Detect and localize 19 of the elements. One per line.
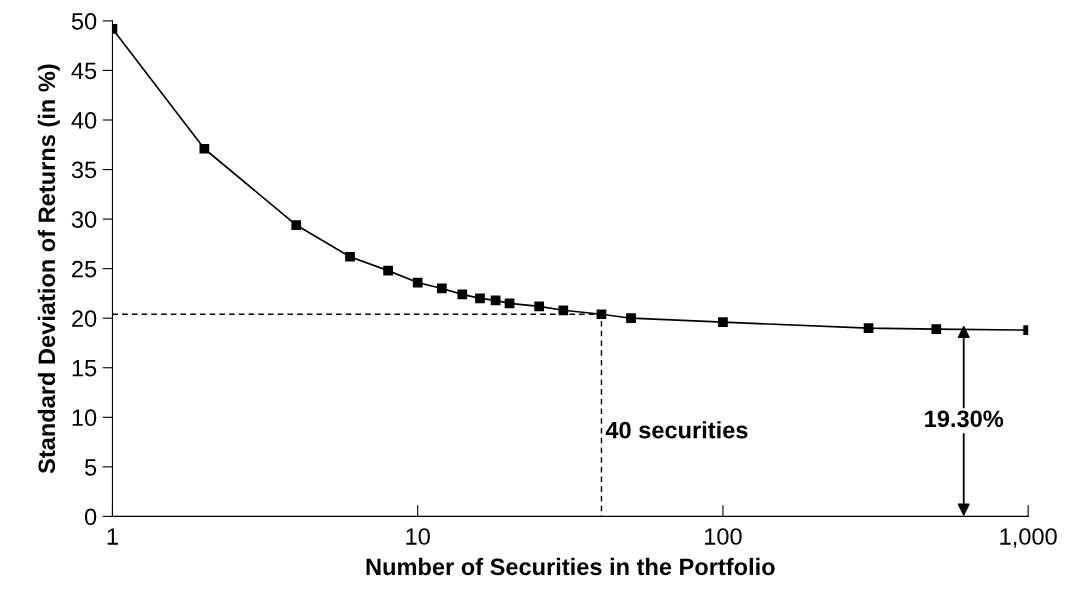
x-tick-label: 100 xyxy=(705,528,742,545)
x-tick-label: 1 xyxy=(107,528,118,545)
x-tick-label: 1,000 xyxy=(1000,528,1057,548)
y-tick-label: 30 xyxy=(71,211,97,228)
y-tick-label: 50 xyxy=(71,12,97,30)
y-tick-label: 35 xyxy=(71,161,97,179)
y-tick-label: 5 xyxy=(84,459,97,476)
y-tick-label: 40 xyxy=(71,112,97,129)
x-axis-title: Number of Securities in the Portfolio xyxy=(366,557,775,576)
y-tick-label: 10 xyxy=(72,409,97,427)
annotation: 19.30% xyxy=(925,410,1004,428)
y-axis-title: Standard Deviation of Returns (in %) xyxy=(37,64,60,474)
y-tick-label: 45 xyxy=(71,62,97,80)
y-tick-label: 25 xyxy=(72,260,97,278)
y-tick-label: 20 xyxy=(72,310,97,327)
x-tick-label: 10 xyxy=(406,528,430,545)
y-tick-label: 15 xyxy=(72,360,97,377)
y-tick-label: 0 xyxy=(84,508,97,526)
annotation: 40 securities xyxy=(605,421,748,439)
